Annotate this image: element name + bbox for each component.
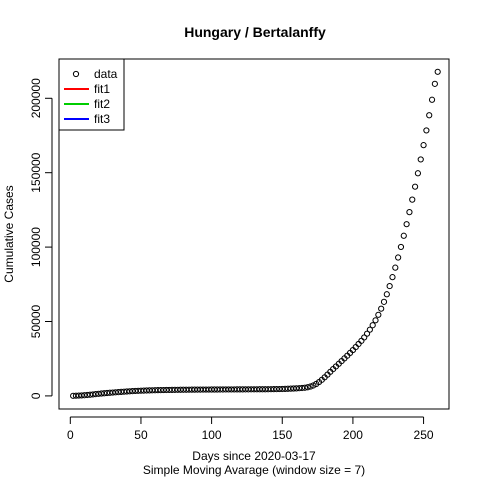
data-point	[366, 326, 373, 333]
y-tick-label: 100000	[29, 227, 43, 267]
data-point	[389, 274, 396, 281]
y-tick-label: 150000	[29, 152, 43, 192]
data-point	[86, 391, 94, 398]
x-tick-label: 50	[134, 428, 148, 442]
data-point	[363, 330, 371, 337]
legend-data-label: data	[94, 67, 118, 81]
y-axis: 0 50000 100000 150000 200000	[29, 78, 53, 399]
data-point	[423, 127, 430, 134]
data-point	[369, 322, 376, 329]
y-tick-label: 0	[29, 392, 43, 399]
data-point	[395, 254, 402, 261]
data-point	[380, 298, 388, 305]
data-point	[420, 142, 427, 149]
data-point	[409, 196, 416, 203]
legend-fit1-label: fit1	[94, 82, 110, 96]
data-point	[95, 390, 102, 397]
plot-frame	[58, 58, 450, 410]
data-point	[426, 112, 433, 119]
data-points	[70, 68, 441, 399]
x-axis-sublabel: Simple Moving Avarage (window size = 7)	[143, 463, 365, 477]
data-point	[372, 317, 379, 324]
data-point	[304, 384, 311, 391]
x-tick-label: 150	[272, 428, 292, 442]
data-point	[84, 391, 91, 399]
data-point	[392, 264, 399, 271]
y-tick-label: 200000	[29, 78, 43, 118]
x-tick-label: 0	[67, 428, 74, 442]
x-tick-label: 250	[414, 428, 434, 442]
data-point	[301, 384, 308, 391]
legend-data-marker	[72, 70, 80, 78]
legend: data fit1 fit2 fit3	[58, 58, 125, 131]
legend-fit2-label: fit2	[94, 97, 110, 111]
data-point	[386, 282, 393, 290]
data-point	[417, 156, 424, 163]
data-point	[414, 170, 422, 177]
data-point	[378, 305, 385, 312]
data-point	[397, 243, 405, 251]
data-point	[431, 80, 438, 87]
data-point	[92, 391, 99, 398]
data-point	[403, 221, 410, 228]
x-axis: 0 50 100 150 200 250	[67, 416, 434, 442]
data-point	[411, 183, 419, 190]
data-point	[298, 384, 306, 392]
x-tick-label: 200	[343, 428, 363, 442]
data-point	[307, 383, 314, 390]
data-point	[89, 391, 97, 398]
data-point	[375, 311, 382, 318]
data-point	[434, 68, 441, 75]
data-point	[400, 232, 407, 239]
data-point	[383, 291, 390, 298]
y-tick-label: 50000	[29, 304, 43, 338]
x-axis-label: Days since 2020-03-17	[192, 449, 316, 463]
data-point	[406, 209, 413, 216]
legend-fit3-label: fit3	[94, 112, 110, 126]
data-point	[428, 96, 436, 103]
x-tick-label: 100	[202, 428, 222, 442]
chart-title: Hungary / Bertalanffy	[184, 24, 326, 40]
y-axis-label: Cumulative Cases	[2, 185, 16, 282]
